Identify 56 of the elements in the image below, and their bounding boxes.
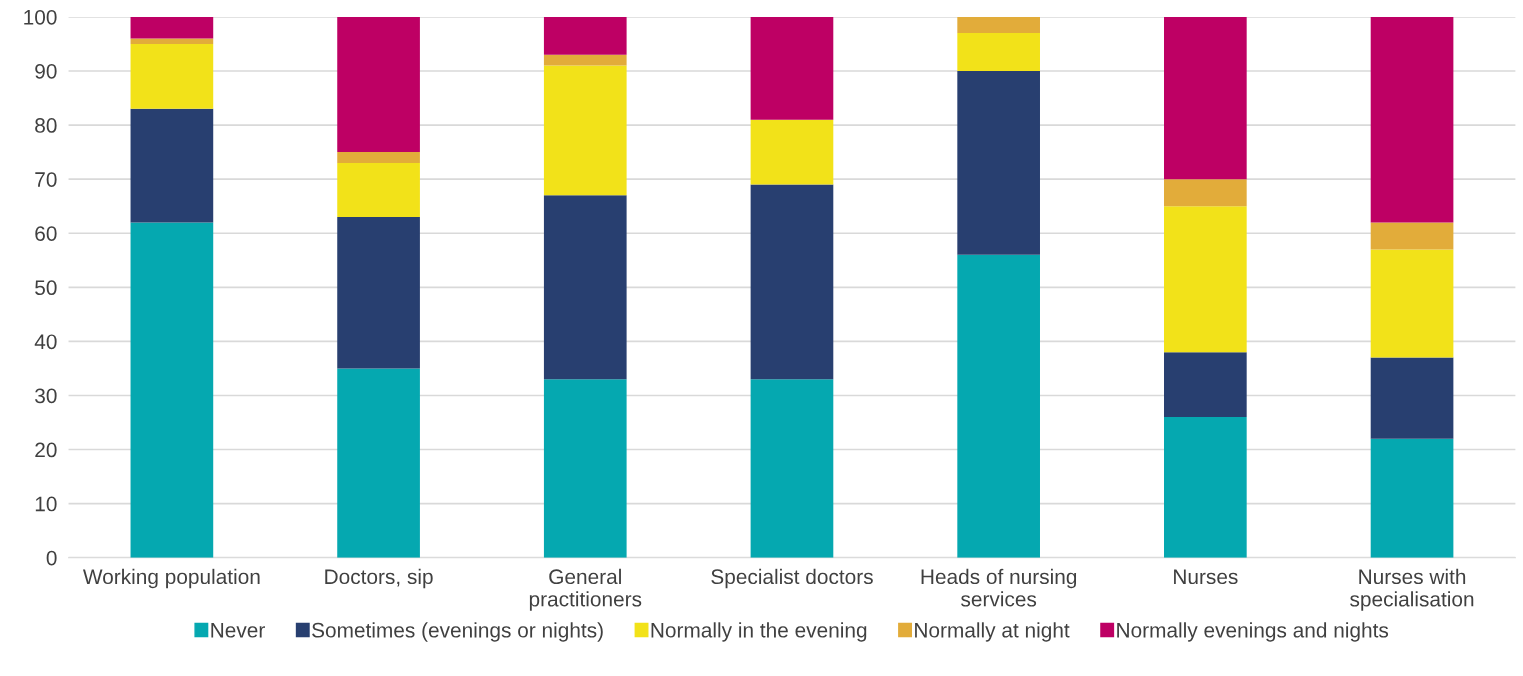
y-tick-label: 10	[35, 496, 57, 512]
bar	[337, 162, 420, 217]
bar	[1164, 16, 1247, 180]
bar	[130, 38, 214, 44]
bar	[337, 152, 420, 163]
bar	[1370, 222, 1454, 250]
x-tick-label: Heads of nursing services	[921, 568, 1077, 607]
bar	[1164, 352, 1247, 418]
y-tick-label: 50	[35, 280, 57, 296]
x-tick-label: Doctors, sip	[325, 568, 433, 589]
y-tick-label: 60	[35, 226, 57, 241]
y-tick-label: 90	[35, 63, 57, 79]
x-tick-label: Specialist doctors	[711, 568, 873, 589]
bar	[1164, 206, 1247, 353]
y-tick-label: 100	[24, 9, 57, 25]
bar	[957, 33, 1040, 71]
y-tick-label: 30	[35, 388, 57, 404]
bar	[543, 65, 627, 196]
x-tick-label: Nurses	[1174, 569, 1238, 585]
legend-label: Sometimes (evenings or nights)	[312, 622, 603, 642]
bar	[543, 54, 627, 66]
y-tick-label: 20	[35, 442, 57, 458]
bar	[1164, 179, 1247, 207]
bar	[1164, 417, 1247, 558]
bar	[1370, 438, 1454, 558]
bar	[1370, 357, 1454, 439]
x-tick-label: Working population	[82, 568, 260, 589]
bar	[130, 16, 214, 39]
bar	[957, 254, 1040, 558]
bar	[1370, 249, 1454, 358]
bar	[543, 16, 627, 55]
bar	[543, 379, 627, 558]
legend-label: Never	[211, 623, 265, 638]
bar	[130, 43, 214, 109]
bar	[1370, 16, 1454, 223]
legend-label: Normally evenings and nights	[1117, 622, 1389, 642]
bar	[750, 119, 834, 185]
y-tick-label: 40	[34, 334, 57, 350]
bar	[337, 368, 420, 558]
x-tick-label: Nurses with specialisation	[1350, 568, 1474, 611]
bar	[130, 222, 214, 558]
bar	[543, 195, 627, 380]
bar	[337, 16, 420, 153]
bar	[957, 16, 1040, 34]
bar	[750, 16, 834, 120]
legend-label: Normally in the evening	[651, 622, 867, 642]
y-tick-label: 0	[46, 550, 57, 566]
legend-label: Normally at night	[915, 622, 1070, 642]
y-tick-label: 70	[35, 172, 57, 187]
x-tick-label: General practitioners	[529, 568, 642, 611]
bar	[130, 108, 214, 223]
bar	[750, 184, 834, 380]
bar	[337, 217, 420, 369]
bar	[957, 70, 1040, 255]
y-tick-label: 80	[35, 118, 57, 133]
bar	[750, 379, 834, 558]
